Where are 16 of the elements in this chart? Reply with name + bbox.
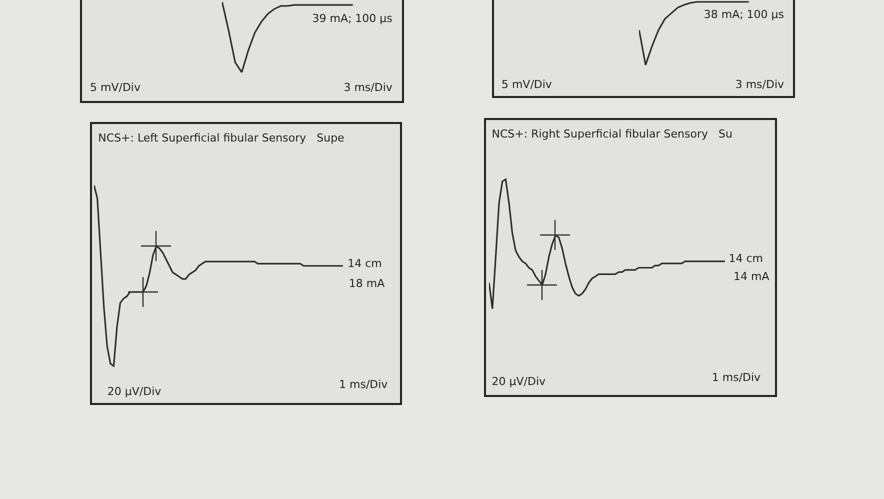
chart-title: NCS+: Left Superficial fibular Sensory Supe [98,131,345,144]
annotation: 20 µV/Div [107,385,162,398]
annotation: 3 ms/Div [735,78,784,92]
text: 14 cm [728,252,764,266]
text: 5 mV/Div [501,78,552,92]
annotation: 3 ms/Div [344,81,392,94]
annotation: 1 ms/Div [712,370,761,384]
chart-title: NCS+: Right Superficial fibular Sensory Su [492,127,732,140]
text: 14 cm [348,257,382,270]
annotation: 20 µV/Div [492,374,546,388]
text: 18 mA [348,276,385,290]
text: 5 mV/Div [90,81,140,94]
text: 14 mA [734,270,770,284]
annotation: 1 ms/Div [339,378,388,392]
annotation: 39 mA; 100 µs [312,12,392,25]
annotation: 38 mA; 100 µs [704,8,784,22]
